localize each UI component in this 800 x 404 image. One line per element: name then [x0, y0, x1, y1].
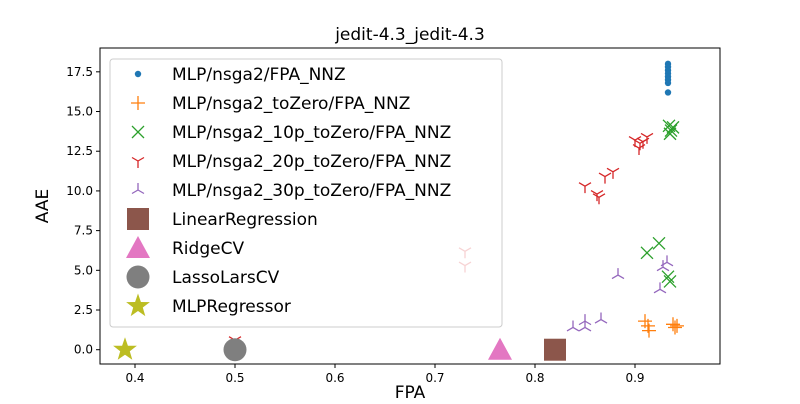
data-point — [598, 172, 612, 184]
data-point — [640, 132, 654, 144]
x-tick-label: 0.5 — [225, 371, 244, 385]
data-point — [223, 338, 247, 362]
data-point — [660, 255, 674, 267]
x-axis-label: FPA — [395, 383, 426, 400]
x-tick-label: 0.7 — [425, 371, 444, 385]
y-tick-label: 0.0 — [74, 343, 93, 357]
legend-marker — [131, 156, 145, 168]
legend-label: LinearRegression — [172, 210, 318, 230]
data-point — [666, 317, 680, 332]
legend-label: MLP/nsga2_10p_toZero/FPA_NNZ — [172, 123, 451, 143]
data-point — [544, 338, 566, 361]
data-point — [670, 318, 684, 333]
y-axis-ticks: 0.0 2.5 5.0 7.5 10.0 12.5 15.0 17.5 — [66, 65, 100, 357]
data-point — [594, 312, 608, 324]
data-point — [636, 137, 650, 149]
data-point — [488, 337, 512, 360]
data-point — [652, 236, 666, 250]
data-point — [578, 182, 592, 194]
legend-label: MLPRegressor — [172, 297, 291, 317]
data-point — [578, 320, 592, 332]
plot-frame — [99, 47, 721, 365]
legend: MLP/nsga2/FPA_NNZ MLP/nsga2_toZero/FPA_NN… — [109, 58, 503, 328]
legend-label: LassoLarsCV — [172, 268, 280, 288]
data-point — [566, 320, 580, 332]
data-point — [590, 190, 604, 202]
y-tick-label: 10.0 — [66, 184, 93, 198]
data-point — [653, 282, 667, 294]
y-tick-label: 7.5 — [74, 224, 93, 238]
x-tick-label: 0.9 — [625, 371, 644, 385]
legend-label: MLP/nsga2_30p_toZero/FPA_NNZ — [172, 181, 451, 201]
data-point — [632, 143, 646, 156]
y-tick-label: 17.5 — [66, 65, 93, 79]
data-point — [113, 337, 137, 360]
legend-label: MLP/nsga2_toZero/FPA_NNZ — [172, 94, 410, 114]
legend-marker — [127, 208, 149, 230]
legend-marker — [131, 183, 145, 195]
x-tick-label: 0.6 — [325, 371, 344, 385]
y-tick-label: 2.5 — [74, 303, 93, 317]
data-point — [663, 127, 677, 141]
legend-marker — [134, 70, 142, 78]
x-tick-label: 0.8 — [525, 371, 544, 385]
legend-box — [109, 58, 503, 328]
legend-label: RidgeCV — [172, 239, 244, 259]
data-point — [661, 270, 675, 284]
legend-label: MLP/nsga2_20p_toZero/FPA_NNZ — [172, 152, 451, 172]
data-point — [663, 274, 677, 288]
legend-marker — [126, 293, 150, 317]
legend-marker — [126, 236, 150, 258]
data-point — [611, 268, 625, 280]
data-point — [664, 89, 672, 96]
y-tick-label: 12.5 — [66, 144, 93, 158]
legend-label: MLP/nsga2/FPA_NNZ — [172, 65, 346, 85]
y-tick-label: 15.0 — [66, 105, 93, 119]
legend-marker — [131, 96, 145, 110]
data-point — [666, 120, 680, 134]
data-point — [664, 124, 678, 138]
legend-marker — [131, 125, 145, 139]
data-point — [656, 260, 670, 272]
data-point — [606, 167, 620, 179]
x-axis-ticks: 0.4 0.5 0.6 0.7 0.8 0.9 — [125, 364, 645, 385]
chart-title: jedit-4.3_jedit-4.3 — [334, 25, 485, 45]
data-point — [578, 314, 592, 326]
data-point — [668, 320, 682, 335]
data-point — [662, 119, 676, 133]
legend-marker — [126, 265, 150, 289]
x-tick-label: 0.4 — [125, 371, 144, 385]
y-axis-label: AAE — [33, 189, 53, 223]
data-point — [664, 79, 672, 87]
data-point — [642, 323, 656, 338]
data-point — [640, 246, 654, 260]
data-point — [592, 193, 606, 205]
y-tick-label: 5.0 — [74, 263, 93, 277]
